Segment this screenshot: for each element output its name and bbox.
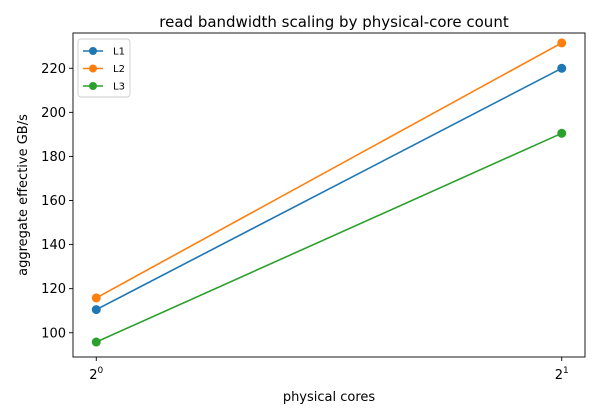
plot-frame	[72, 32, 586, 358]
legend-marker	[89, 82, 97, 90]
legend: L1 L2 L3	[77, 38, 131, 98]
y-axis: 100 120 140 160 180 200 220	[41, 62, 73, 341]
legend-label: L2	[113, 64, 125, 75]
data-point	[91, 293, 101, 303]
y-tick-label: 220	[41, 62, 66, 77]
y-axis-label: aggregate effective GB/s	[16, 114, 31, 276]
series-line	[95, 42, 563, 299]
x-tick-label: 20	[89, 366, 103, 383]
legend-marker	[89, 64, 97, 73]
y-tick-label: 100	[41, 326, 66, 341]
series-l1	[91, 63, 567, 315]
plot-area	[72, 32, 586, 358]
y-tick-label: 140	[41, 238, 66, 253]
y-tick-label: 200	[41, 106, 66, 121]
x-axis-label: physical cores	[283, 390, 376, 405]
data-point	[557, 63, 567, 73]
x-axis: 20 21	[89, 357, 569, 383]
data-point	[91, 337, 101, 347]
legend-label: L3	[113, 82, 125, 93]
legend-label: L1	[113, 47, 125, 58]
legend-marker	[89, 47, 97, 55]
series-line	[95, 132, 563, 343]
series-l3	[91, 128, 567, 347]
data-point	[557, 128, 567, 138]
chart-title: read bandwidth scaling by physical-core …	[159, 13, 509, 31]
y-tick-label: 160	[41, 194, 66, 209]
series-layer	[91, 38, 567, 347]
data-point	[91, 305, 101, 315]
series-line	[95, 67, 563, 311]
data-point	[557, 38, 567, 48]
series-l2	[91, 38, 567, 303]
plot-background	[73, 33, 585, 357]
y-tick-label: 180	[41, 150, 66, 165]
x-tick-label: 21	[555, 366, 569, 383]
y-tick-label: 120	[41, 282, 66, 297]
